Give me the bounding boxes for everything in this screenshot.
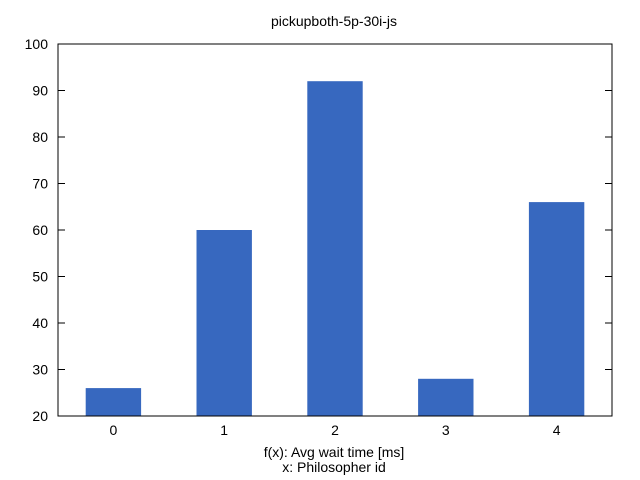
bars-group [85,81,585,416]
y-tick-label: 20 [32,408,48,424]
bar-4 [528,202,585,416]
x-axis-label-line-1: f(x): Avg wait time [ms] [264,444,405,460]
bar-2 [307,81,363,416]
bar-3 [418,378,474,416]
y-tick-label: 100 [25,36,49,52]
y-tick-label: 50 [32,269,48,285]
y-tick-label: 70 [32,176,48,192]
y-tick-label: 90 [32,83,48,99]
y-tick-label: 80 [32,129,48,145]
chart-title: pickupboth-5p-30i-js [271,13,397,29]
x-tick-label: 1 [220,422,228,438]
y-tick-label: 30 [32,362,48,378]
x-axis-label-line-2: x: Philosopher id [282,459,386,475]
y-tick-label: 40 [32,315,48,331]
x-tick-label: 0 [110,422,118,438]
x-tick-label: 4 [553,422,561,438]
bar-0 [85,388,142,416]
x-tick-label: 2 [331,422,339,438]
y-tick-label: 60 [32,222,48,238]
x-tick-label: 3 [442,422,450,438]
axes-group: 0 1 2 3 4 20 30 40 50 60 70 80 90 100 [25,36,612,438]
bar-1 [196,230,252,416]
